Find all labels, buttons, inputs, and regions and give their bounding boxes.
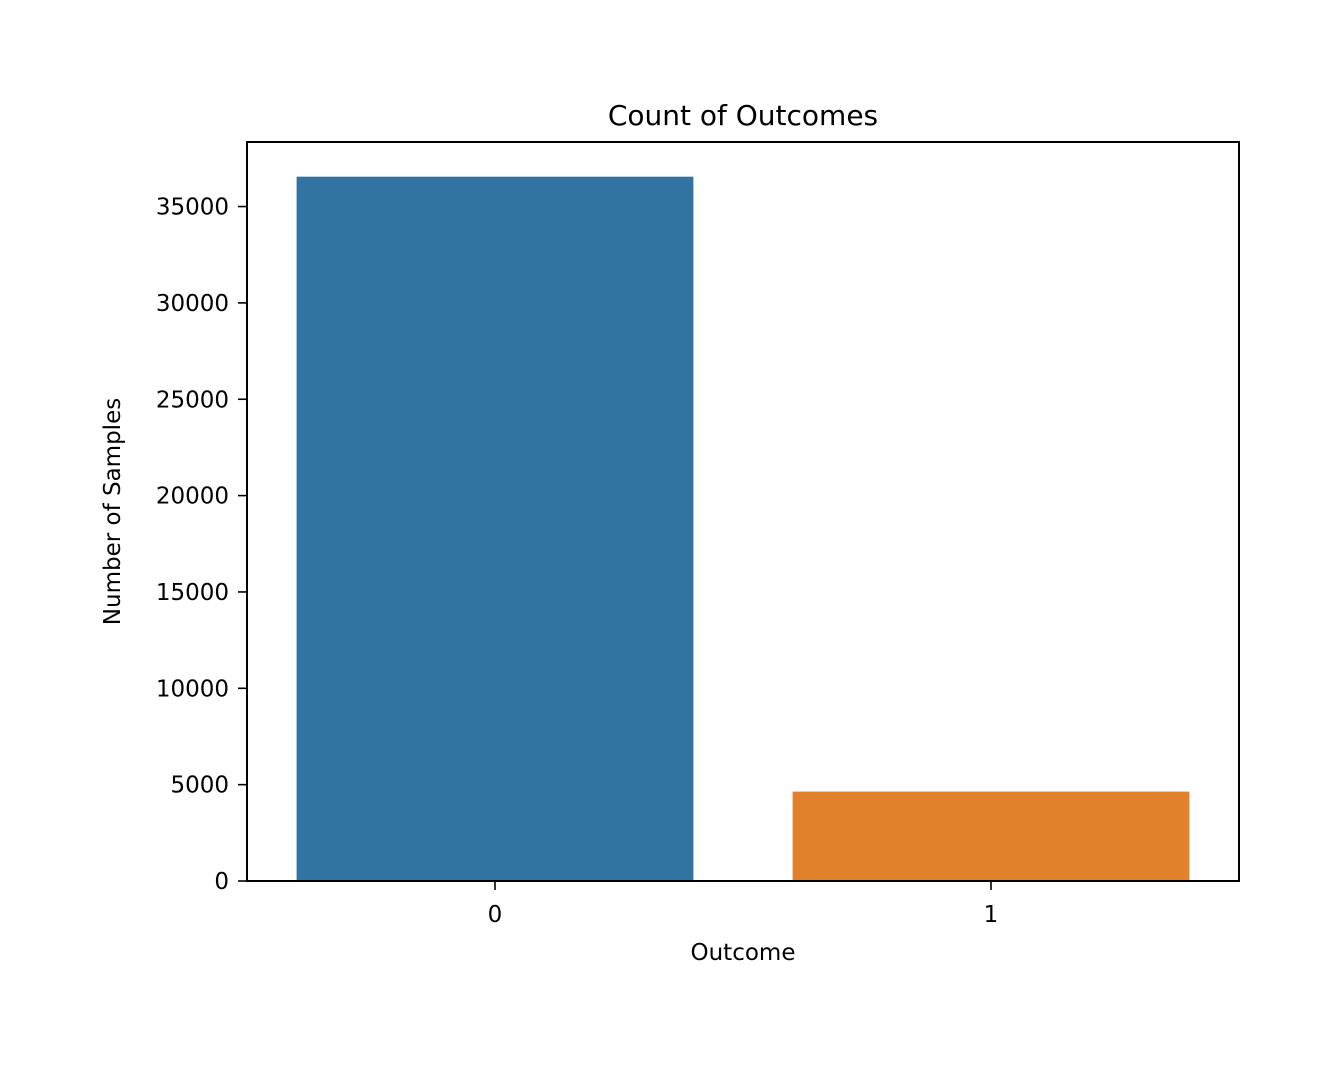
y-tick-label: 5000 xyxy=(170,773,229,799)
y-tick-label: 0 xyxy=(214,869,229,895)
bar-outcome-1 xyxy=(792,791,1190,881)
chart-title: Count of Outcomes xyxy=(608,99,878,132)
x-tick-label: 1 xyxy=(984,902,999,928)
x-tick-label: 0 xyxy=(488,902,503,928)
y-tick-label: 30000 xyxy=(156,291,229,317)
y-tick-label: 10000 xyxy=(156,676,229,702)
x-axis-label: Outcome xyxy=(691,940,796,966)
y-axis-label: Number of Samples xyxy=(100,398,126,625)
y-tick-label: 35000 xyxy=(156,195,229,221)
y-tick-label: 25000 xyxy=(156,387,229,413)
y-tick-label: 15000 xyxy=(156,580,229,606)
bars-group xyxy=(296,176,1190,881)
y-tick-label: 20000 xyxy=(156,484,229,510)
bar-outcome-0 xyxy=(296,176,694,881)
y-axis-ticks: 0 5000 10000 15000 20000 25000 30000 35000 xyxy=(156,195,247,895)
plot-frame xyxy=(246,141,1240,882)
